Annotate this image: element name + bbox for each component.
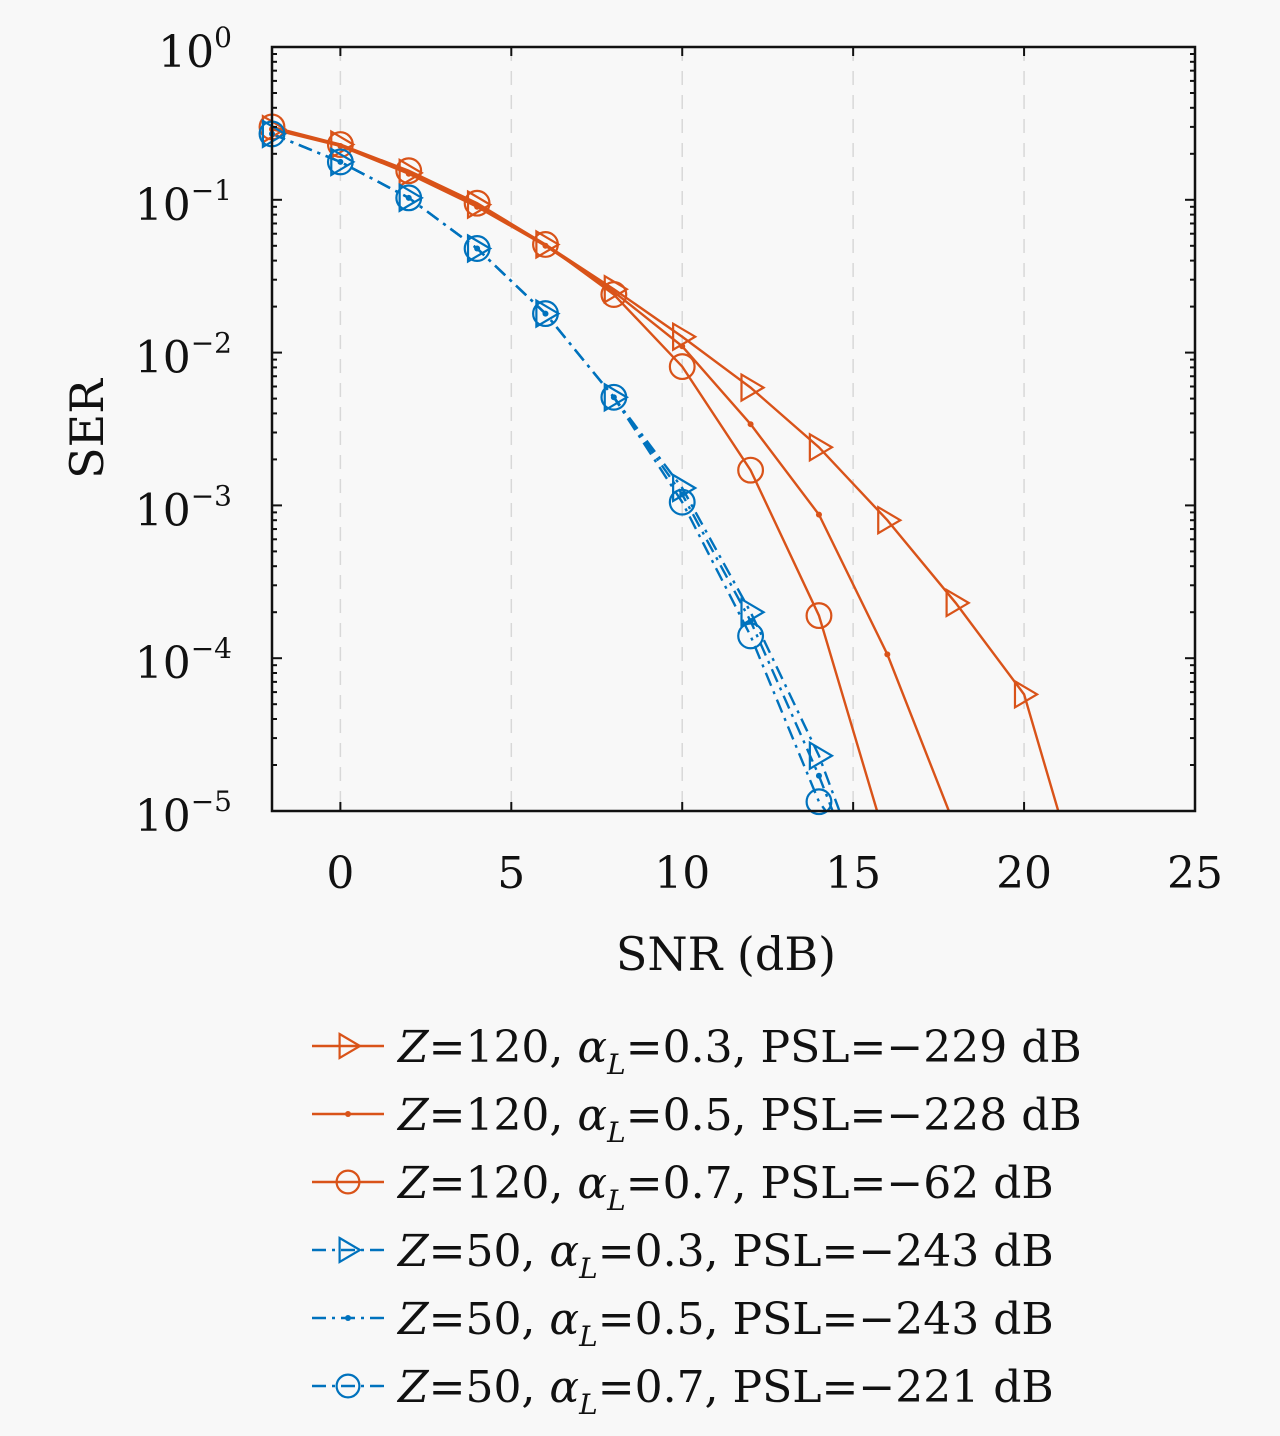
legend-item: Z=120, αL=0.3, PSL=−229 dB	[312, 1022, 1082, 1081]
legend-label: Z=120, αL=0.3, PSL=−229 dB	[396, 1022, 1082, 1081]
dot-marker	[815, 511, 822, 518]
circle-marker	[532, 231, 559, 258]
triangle-marker	[338, 1236, 363, 1264]
dot-marker	[610, 288, 617, 295]
dot-marker	[610, 394, 617, 401]
series-line	[272, 125, 879, 811]
dot-marker	[474, 203, 481, 210]
x-tick-label: 15	[825, 848, 881, 899]
triangle-marker	[330, 129, 356, 160]
triangle-marker	[535, 229, 561, 260]
dot-marker	[474, 245, 481, 252]
x-tick-label: 20	[996, 848, 1052, 899]
legend-label: Z=120, αL=0.7, PSL=−62 dB	[396, 1158, 1054, 1217]
legend-item: Z=50, αL=0.7, PSL=−221 dB	[312, 1362, 1054, 1421]
x-tick-labels: 0 5 10 15 20 25	[326, 848, 1223, 899]
triangle-marker	[330, 146, 356, 177]
series-line	[272, 132, 827, 811]
dot-marker	[884, 651, 891, 658]
triangle-marker	[338, 1032, 363, 1060]
y-tick-labels: 100 10−1 10−2 10−3 10−4 10−5	[135, 21, 232, 842]
circle-marker	[395, 157, 423, 185]
legend-label: Z=50, αL=0.3, PSL=−243 dB	[396, 1226, 1054, 1285]
triangle-marker	[672, 321, 698, 352]
triangle-marker	[740, 597, 766, 628]
triangle-marker	[398, 182, 424, 213]
circle-marker	[463, 235, 491, 262]
circle-marker	[335, 1373, 361, 1399]
dot-marker	[337, 158, 344, 165]
y-tick-label: 100	[158, 21, 232, 78]
dot-marker	[542, 242, 549, 249]
triangle-marker	[535, 298, 561, 329]
y-axis-label: SER	[60, 378, 114, 479]
circle-marker	[805, 788, 833, 816]
legend-item: Z=50, αL=0.3, PSL=−243 dB	[312, 1226, 1054, 1285]
series-layer	[272, 125, 1060, 811]
y-tick-label: 10−5	[135, 785, 232, 842]
legend-label: Z=120, αL=0.5, PSL=−228 dB	[396, 1090, 1082, 1149]
plot-frame	[270, 45, 1197, 813]
x-tick-label: 0	[326, 848, 354, 899]
circle-marker	[737, 622, 765, 650]
dot-marker	[405, 170, 412, 177]
dot-marker	[542, 310, 549, 317]
triangle-marker	[466, 189, 493, 220]
circle-marker	[463, 189, 491, 217]
y-tick-label: 10−2	[135, 327, 232, 384]
dot-marker	[747, 421, 754, 428]
triangle-marker	[808, 740, 835, 771]
dot-marker	[345, 1111, 351, 1117]
dot-marker	[345, 1315, 351, 1321]
circle-marker	[600, 383, 628, 411]
y-tick-label: 10−3	[135, 479, 232, 536]
circle-marker	[395, 184, 423, 212]
circle-marker	[335, 1169, 361, 1195]
legend-label: Z=50, αL=0.7, PSL=−221 dB	[396, 1362, 1054, 1421]
dot-marker	[405, 194, 412, 201]
legend-item: Z=120, αL=0.7, PSL=−62 dB	[312, 1158, 1054, 1217]
x-tick-label: 5	[497, 848, 525, 899]
circle-marker	[326, 131, 354, 158]
plot-area	[272, 47, 1195, 811]
legend-label: Z=50, αL=0.5, PSL=−243 dB	[396, 1294, 1054, 1353]
x-tick-label: 10	[654, 848, 710, 899]
circle-marker	[326, 148, 354, 176]
circle-marker	[668, 353, 696, 381]
triangle-marker	[603, 382, 630, 413]
triangle-marker	[1013, 679, 1040, 710]
circle-marker	[600, 281, 628, 308]
dot-marker	[337, 142, 344, 149]
dot-marker	[679, 491, 686, 498]
triangle-marker	[398, 157, 424, 188]
legend-item: Z=120, αL=0.5, PSL=−228 dB	[312, 1090, 1082, 1149]
circle-marker	[668, 488, 696, 516]
circle-marker	[737, 456, 765, 484]
x-axis-label: SNR (dB)	[616, 927, 836, 981]
circle-marker	[532, 300, 559, 328]
dot-marker	[815, 772, 822, 779]
y-tick-label: 10−1	[135, 174, 232, 231]
triangle-marker	[466, 233, 493, 264]
triangle-marker	[945, 588, 971, 618]
legend-item: Z=50, αL=0.5, PSL=−243 dB	[312, 1294, 1054, 1353]
triangle-marker	[877, 505, 903, 536]
circle-marker	[805, 602, 833, 630]
triangle-marker	[808, 432, 835, 463]
triangle-marker	[740, 372, 766, 403]
legend: Z=120, αL=0.3, PSL=−229 dB Z=120, αL=0.5,…	[312, 1022, 1082, 1421]
x-tick-label: 25	[1167, 848, 1223, 899]
dot-marker	[679, 343, 686, 350]
axis-ticks	[272, 46, 1196, 812]
y-tick-label: 10−4	[135, 632, 232, 689]
